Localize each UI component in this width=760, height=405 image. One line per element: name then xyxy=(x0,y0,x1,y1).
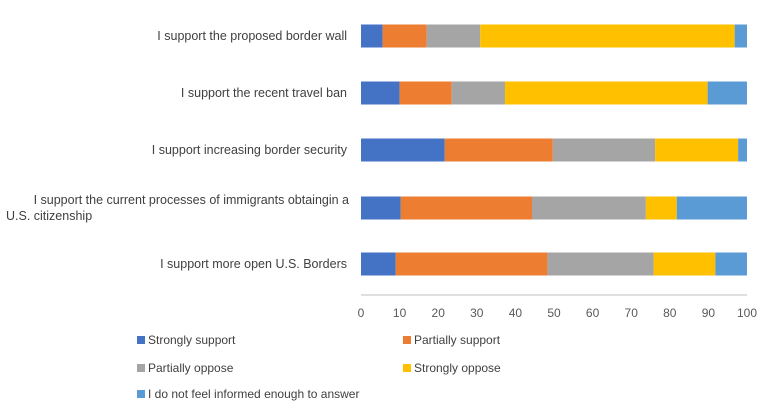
bar-segment-2-1 xyxy=(361,81,400,105)
x-tick-label-20: 20 xyxy=(432,306,446,320)
bar-segment-5-5 xyxy=(715,252,747,276)
bar-segment-3-2 xyxy=(444,138,553,162)
bar-segment-2-3 xyxy=(451,81,505,105)
legend-label-4: Strongly oppose xyxy=(414,361,501,375)
category-label-4-line-2: U.S. citizenship xyxy=(6,209,92,223)
category-labels: I support the proposed border wall I supp… xyxy=(6,29,349,271)
bar-segment-5-4 xyxy=(653,252,716,276)
bar-segment-3-5 xyxy=(738,138,747,162)
bar-segment-2-4 xyxy=(504,81,708,105)
legend-swatch-1 xyxy=(137,336,145,344)
bar-segment-4-1 xyxy=(361,196,401,220)
category-label-4-line-1: I support the current processes of immig… xyxy=(34,193,349,207)
x-tick-label-0: 0 xyxy=(358,306,365,320)
x-tick-label-10: 10 xyxy=(393,306,407,320)
bar-segment-3-1 xyxy=(361,138,445,162)
x-tick-label-50: 50 xyxy=(547,306,561,320)
bars-group xyxy=(361,24,747,276)
bar-segment-2-2 xyxy=(399,81,452,105)
category-label-3: I support increasing border security xyxy=(152,143,348,157)
bar-segment-4-2 xyxy=(400,196,532,220)
bar-segment-5-2 xyxy=(395,252,548,276)
bar-segment-5-1 xyxy=(361,252,396,276)
bar-segment-4-4 xyxy=(645,196,677,220)
legend-label-5: I do not feel informed enough to answer xyxy=(148,387,359,401)
x-tick-label-60: 60 xyxy=(586,306,600,320)
bar-segment-1-4 xyxy=(480,24,735,48)
bar-segment-3-3 xyxy=(552,138,656,162)
x-tick-label-30: 30 xyxy=(470,306,484,320)
category-label-2: I support the recent travel ban xyxy=(181,86,347,100)
bar-segment-1-5 xyxy=(734,24,747,48)
x-tick-label-80: 80 xyxy=(663,306,677,320)
legend-swatch-5 xyxy=(137,390,145,398)
x-tick-label-100: 100 xyxy=(737,306,757,320)
legend-swatch-3 xyxy=(137,364,145,372)
legend-label-3: Partially oppose xyxy=(148,361,234,375)
x-axis-ticks: 0 10 20 30 40 50 60 70 80 90 100 xyxy=(358,306,758,320)
legend: Strongly support Partially support Partial… xyxy=(137,333,501,401)
x-tick-label-90: 90 xyxy=(702,306,716,320)
category-label-1: I support the proposed border wall xyxy=(157,29,347,43)
category-label-5: I support more open U.S. Borders xyxy=(160,257,347,271)
bar-segment-1-1 xyxy=(361,24,383,48)
bar-segment-5-3 xyxy=(547,252,654,276)
bar-segment-4-3 xyxy=(532,196,646,220)
x-tick-label-70: 70 xyxy=(625,306,639,320)
bar-segment-2-5 xyxy=(707,81,747,105)
legend-label-2: Partially support xyxy=(414,333,501,347)
bar-segment-1-3 xyxy=(426,24,481,48)
x-tick-label-40: 40 xyxy=(509,306,523,320)
bar-segment-4-5 xyxy=(676,196,747,220)
bar-segment-1-2 xyxy=(382,24,427,48)
legend-swatch-4 xyxy=(403,364,411,372)
legend-swatch-2 xyxy=(403,336,411,344)
legend-label-1: Strongly support xyxy=(148,333,236,347)
bar-segment-3-4 xyxy=(655,138,739,162)
